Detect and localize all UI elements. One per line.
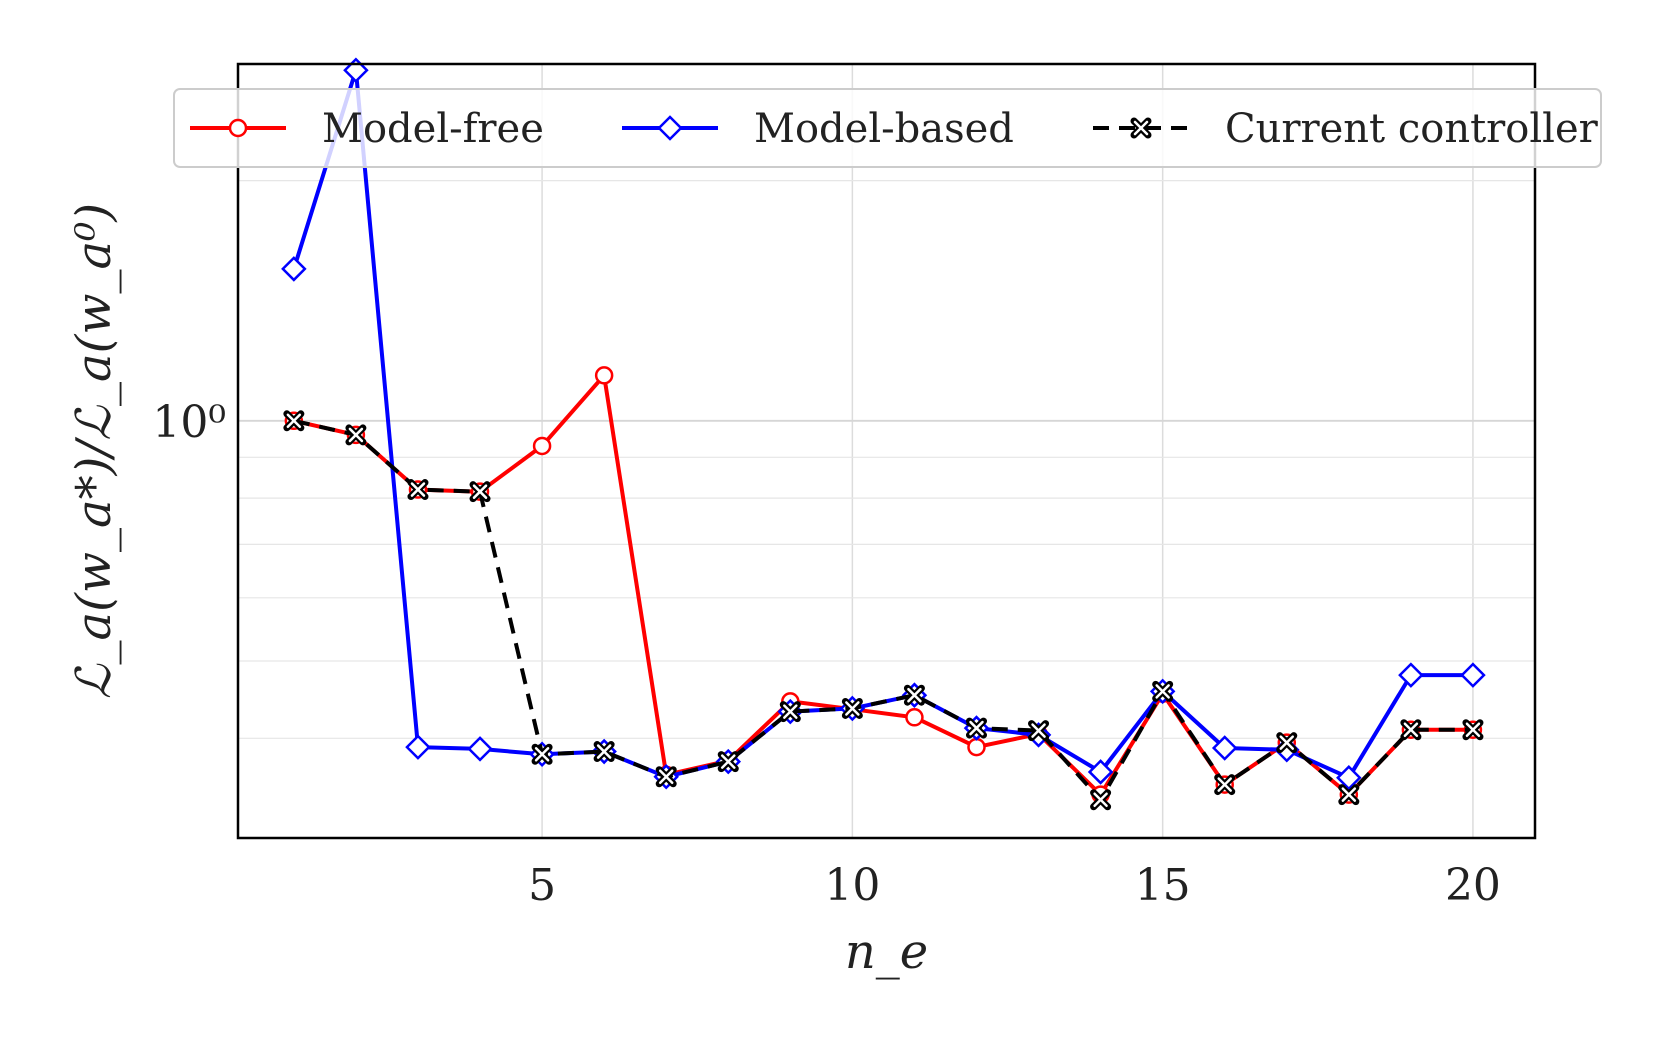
- data-point: [965, 717, 987, 739]
- data-point: [655, 766, 677, 788]
- data-point: [1336, 764, 1362, 791]
- data-point: [1087, 759, 1114, 785]
- legend: Model-free Model-based Current controller: [173, 88, 1602, 168]
- legend-box: [173, 88, 1602, 168]
- data-point: [841, 697, 863, 719]
- data-point: [532, 436, 552, 456]
- data-point: [1276, 732, 1298, 754]
- legend-marker: [228, 118, 248, 138]
- data-point: [407, 479, 429, 501]
- x-tick-label: 5: [528, 860, 556, 911]
- series-line-0: [293, 373, 1473, 797]
- data-point: [594, 366, 614, 385]
- data-point: [1090, 789, 1112, 811]
- data-point: [1338, 784, 1360, 806]
- data-point: [467, 736, 493, 762]
- data-point: [343, 57, 369, 84]
- data-point: [1028, 720, 1050, 742]
- series-group: [281, 57, 1486, 811]
- data-point: [531, 743, 553, 765]
- series-line-2: [293, 418, 1473, 802]
- legend-label: Current controller: [1225, 106, 1599, 152]
- ticks: 5 10 15 20 10⁰: [152, 397, 1501, 911]
- data-point: [1462, 719, 1484, 741]
- legend-entry-0: Model-free: [190, 106, 544, 152]
- legend-entry-2: Current controller: [1093, 106, 1599, 152]
- series-0: [284, 366, 1483, 804]
- y-axis-title: ℒ_a(w_a*)/ℒ_a(w_a⁰): [66, 203, 122, 699]
- legend-entry-1: Model-based: [622, 106, 1014, 152]
- data-point: [717, 751, 739, 773]
- series-line-1: [291, 68, 1473, 780]
- data-point: [905, 708, 924, 727]
- data-point: [1211, 735, 1238, 761]
- x-axis-title: n_e: [845, 924, 928, 980]
- data-point: [593, 741, 615, 763]
- grid: [238, 64, 1535, 838]
- data-point: [779, 701, 801, 723]
- series-2: [283, 410, 1484, 811]
- data-point: [1152, 680, 1174, 702]
- data-point: [283, 410, 305, 432]
- data-point: [967, 737, 986, 757]
- legend-marker: [1130, 117, 1152, 139]
- data-point: [405, 734, 431, 760]
- x-tick-label: 20: [1445, 860, 1501, 911]
- x-tick-label: 10: [824, 860, 880, 911]
- data-point: [281, 256, 307, 282]
- x-tick-label: 15: [1135, 860, 1191, 911]
- legend-marker: [657, 115, 683, 141]
- plot-frame: [236, 62, 1537, 840]
- data-point: [345, 424, 367, 446]
- data-point: [1400, 719, 1422, 741]
- legend-label: Model-based: [754, 106, 1014, 152]
- legend-label: Model-free: [322, 106, 544, 152]
- data-point: [1214, 774, 1236, 796]
- series-1: [281, 57, 1486, 791]
- data-point: [469, 481, 491, 503]
- data-point: [1398, 662, 1424, 688]
- y-tick-label: 10⁰: [152, 397, 226, 448]
- data-point: [1460, 662, 1486, 688]
- data-point: [903, 684, 925, 706]
